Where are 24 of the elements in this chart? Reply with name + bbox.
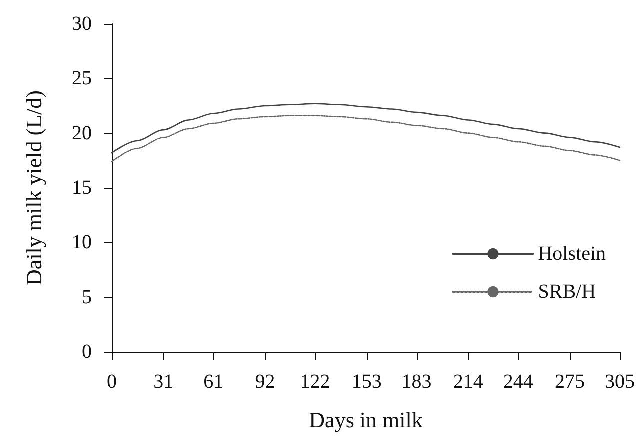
y-axis-title: Daily milk yield (L/d) (22, 90, 46, 286)
y-tick-label: 0 (82, 341, 92, 363)
y-tick-label: 20 (72, 122, 92, 144)
line-series (111, 103, 621, 154)
y-tick-label: 10 (72, 232, 92, 254)
x-tick-label: 122 (300, 371, 330, 393)
y-tick-label: 25 (72, 68, 92, 90)
x-tick-label: 214 (453, 371, 484, 393)
x-tick-label: 92 (255, 371, 276, 393)
x-tick-label: 153 (352, 371, 382, 393)
x-tick-label: 275 (555, 371, 586, 393)
y-tick-label: 15 (72, 177, 92, 199)
x-axis-title: Days in milk (309, 408, 423, 432)
y-tick-label: 5 (82, 286, 92, 308)
x-tick-label: 244 (503, 371, 534, 393)
x-tick-label: 31 (154, 371, 174, 393)
y-tick-label: 30 (72, 13, 92, 35)
x-tick-label: 61 (204, 371, 224, 393)
x-tick-label: 305 (605, 371, 635, 393)
x-tick-label: 0 (107, 371, 117, 393)
legend-label: Holstein (538, 243, 606, 265)
line-series (111, 115, 621, 162)
legend-label: SRB/H (538, 281, 596, 303)
x-tick-label: 183 (402, 371, 432, 393)
